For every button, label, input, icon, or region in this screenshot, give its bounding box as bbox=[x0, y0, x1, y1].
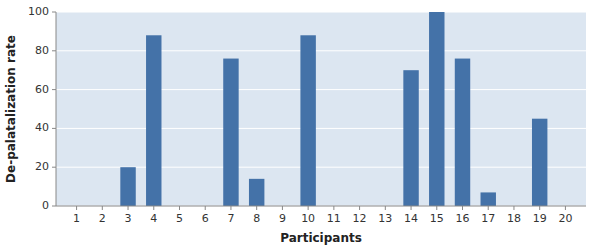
y-tick bbox=[52, 89, 56, 90]
x-tick bbox=[76, 206, 77, 210]
y-tick bbox=[52, 50, 56, 51]
grid-line bbox=[56, 89, 586, 90]
x-tick-label: 14 bbox=[404, 212, 418, 225]
x-tick bbox=[436, 206, 437, 210]
x-tick bbox=[282, 206, 283, 210]
y-tick bbox=[52, 206, 56, 207]
x-tick-label: 12 bbox=[353, 212, 367, 225]
bar bbox=[429, 12, 444, 206]
x-tick-label: 3 bbox=[125, 212, 132, 225]
x-tick bbox=[565, 206, 566, 210]
x-tick bbox=[488, 206, 489, 210]
x-tick-label: 6 bbox=[202, 212, 209, 225]
x-tick-label: 9 bbox=[279, 212, 286, 225]
x-tick-label: 13 bbox=[378, 212, 392, 225]
y-tick-label: 20 bbox=[35, 160, 49, 173]
x-tick bbox=[385, 206, 386, 210]
x-tick-label: 18 bbox=[507, 212, 521, 225]
bar bbox=[146, 35, 161, 206]
x-tick bbox=[411, 206, 412, 210]
x-axis: 1234567891011121314151617181920 bbox=[73, 206, 572, 225]
page: {"chart_data": {"type": "bar", "x": [1, … bbox=[0, 0, 598, 250]
y-tick-label: 100 bbox=[28, 5, 49, 18]
x-tick-label: 11 bbox=[327, 212, 341, 225]
x-tick bbox=[230, 206, 231, 210]
x-tick-label: 19 bbox=[533, 212, 547, 225]
bar bbox=[223, 59, 238, 206]
x-tick bbox=[179, 206, 180, 210]
y-grid bbox=[56, 12, 586, 206]
y-tick-label: 0 bbox=[42, 199, 49, 212]
x-tick-label: 4 bbox=[150, 212, 157, 225]
x-tick-label: 15 bbox=[430, 212, 444, 225]
x-tick-label: 5 bbox=[176, 212, 183, 225]
x-tick-label: 1 bbox=[73, 212, 80, 225]
x-tick bbox=[539, 206, 540, 210]
plot-background bbox=[56, 12, 586, 206]
x-tick-label: 8 bbox=[253, 212, 260, 225]
bars bbox=[120, 12, 547, 206]
grid-line bbox=[56, 128, 586, 129]
x-tick bbox=[308, 206, 309, 210]
x-axis-label: Participants bbox=[280, 231, 362, 245]
y-tick-label: 80 bbox=[35, 44, 49, 57]
x-tick bbox=[102, 206, 103, 210]
chart-container: 0204060801001234567891011121314151617181… bbox=[0, 0, 598, 250]
grid-line bbox=[56, 50, 586, 51]
x-tick bbox=[462, 206, 463, 210]
grid-line bbox=[56, 12, 586, 13]
x-tick bbox=[333, 206, 334, 210]
y-axis-label: De-palatalization rate bbox=[4, 35, 18, 183]
x-tick bbox=[205, 206, 206, 210]
x-tick-label: 2 bbox=[99, 212, 106, 225]
y-tick bbox=[52, 128, 56, 129]
y-tick-label: 40 bbox=[35, 121, 49, 134]
bar bbox=[455, 59, 470, 206]
x-tick bbox=[153, 206, 154, 210]
y-tick bbox=[52, 167, 56, 168]
x-tick-label: 16 bbox=[456, 212, 470, 225]
y-tick bbox=[52, 12, 56, 13]
bar bbox=[481, 192, 496, 206]
bar bbox=[120, 167, 135, 206]
grid-line bbox=[56, 206, 586, 207]
bar bbox=[300, 35, 315, 206]
y-axis-line bbox=[56, 12, 57, 206]
bar bbox=[249, 179, 264, 206]
x-tick bbox=[128, 206, 129, 210]
bar bbox=[532, 119, 547, 206]
x-tick-label: 20 bbox=[558, 212, 572, 225]
x-tick bbox=[256, 206, 257, 210]
y-tick-label: 60 bbox=[35, 83, 49, 96]
x-tick-label: 10 bbox=[301, 212, 315, 225]
y-axis: 0 20 40 60 80 100 bbox=[28, 5, 56, 212]
x-tick-label: 7 bbox=[227, 212, 234, 225]
bar bbox=[403, 70, 418, 206]
x-tick-label: 17 bbox=[481, 212, 495, 225]
x-tick bbox=[513, 206, 514, 210]
x-tick bbox=[359, 206, 360, 210]
chart-svg: 0204060801001234567891011121314151617181… bbox=[0, 0, 598, 250]
x-axis-line bbox=[56, 206, 586, 207]
